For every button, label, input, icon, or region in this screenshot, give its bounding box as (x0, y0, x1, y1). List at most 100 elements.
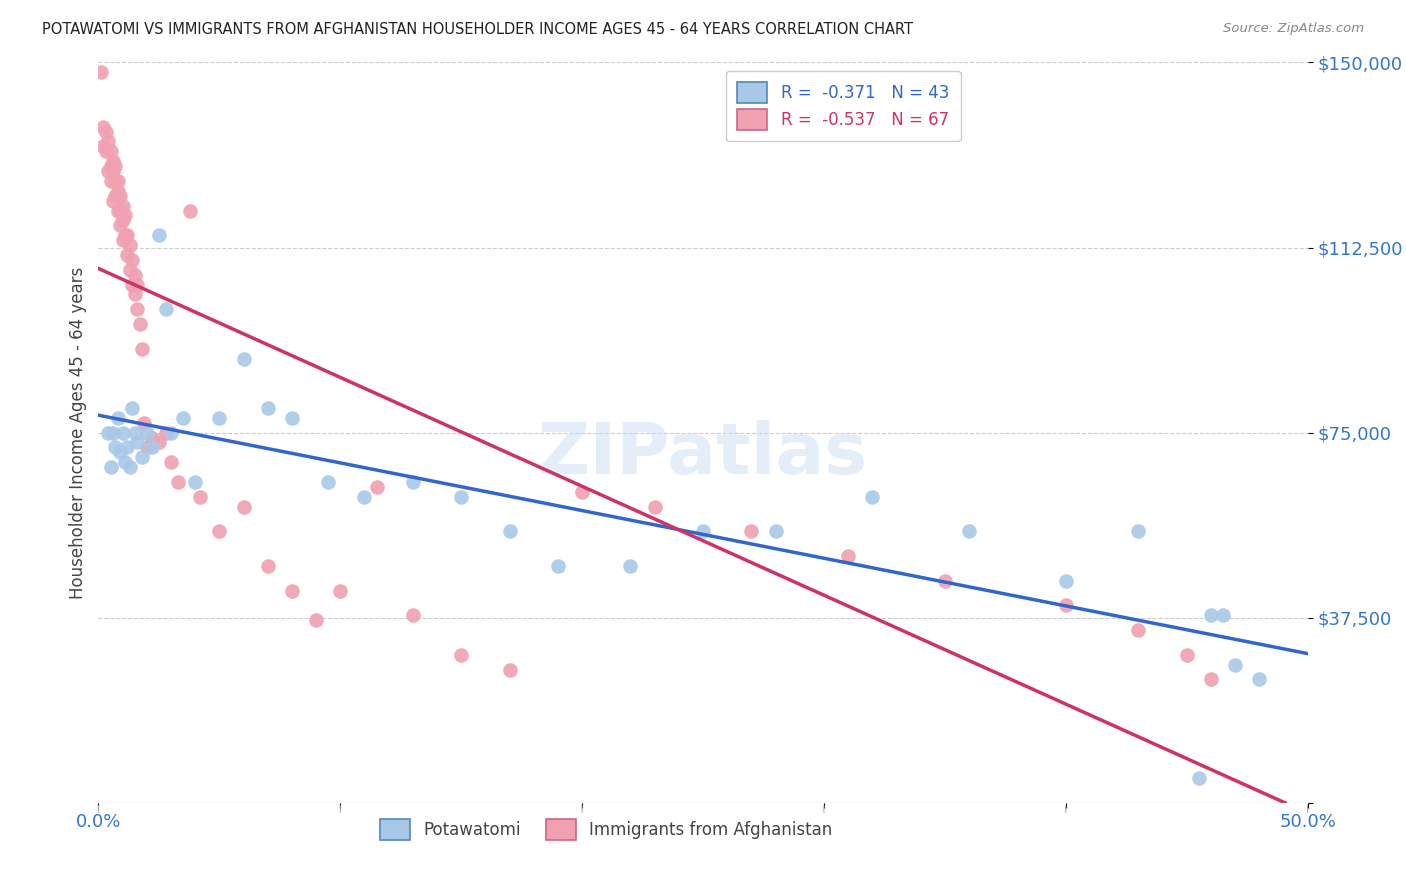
Point (124, 425, 146, 440)
Point (107, 410, 129, 425)
Point (118, 460, 141, 475)
Text: ZIPatlas: ZIPatlas (538, 420, 868, 490)
Point (127, 277, 149, 292)
Point (155, 425, 177, 440)
Point (111, 425, 134, 440)
Point (111, 198, 134, 212)
Point (124, 268, 146, 282)
Point (1212, 608, 1234, 623)
Point (135, 425, 157, 440)
Point (860, 490, 883, 504)
Point (188, 490, 211, 504)
Point (208, 410, 231, 425)
Point (1249, 673, 1271, 687)
Point (114, 455, 136, 469)
Point (104, 174, 127, 188)
Point (740, 524, 762, 539)
Point (281, 410, 304, 425)
Point (107, 203, 129, 218)
Point (128, 317, 150, 331)
Point (108, 188, 131, 202)
Point (644, 500, 666, 514)
Point (148, 435, 170, 450)
Point (305, 613, 328, 627)
Point (1054, 599, 1077, 613)
Point (131, 342, 153, 356)
Point (107, 184, 129, 198)
Point (101, 425, 124, 440)
Point (127, 435, 149, 450)
Point (91, 139, 114, 153)
Point (94, 145, 117, 159)
Point (498, 524, 520, 539)
Point (114, 228, 136, 243)
Point (619, 558, 641, 573)
Y-axis label: Householder Income Ages 45 - 64 years: Householder Income Ages 45 - 64 years (69, 267, 87, 599)
Point (97, 425, 120, 440)
Point (104, 441, 127, 455)
Point (692, 524, 714, 539)
Point (101, 164, 124, 178)
Point (100, 460, 122, 475)
Point (402, 475, 425, 489)
Point (121, 252, 143, 267)
Point (498, 663, 520, 677)
Point (121, 277, 143, 292)
Point (97, 164, 120, 178)
Point (167, 475, 190, 489)
Point (108, 445, 131, 459)
Point (111, 233, 134, 247)
Point (97, 135, 120, 149)
Point (118, 238, 141, 252)
Point (111, 213, 134, 227)
Point (100, 174, 122, 188)
Point (94, 124, 117, 138)
Point (172, 410, 194, 425)
Point (108, 219, 131, 233)
Point (160, 455, 183, 469)
Point (232, 500, 254, 514)
Point (117, 228, 139, 243)
Point (121, 401, 143, 415)
Point (117, 248, 139, 262)
Point (450, 648, 472, 662)
Point (1199, 673, 1222, 687)
Point (100, 159, 122, 173)
Point (1128, 623, 1150, 637)
Point (155, 302, 177, 317)
Text: POTAWATOMI VS IMMIGRANTS FROM AFGHANISTAN HOUSEHOLDER INCOME AGES 45 - 64 YEARS : POTAWATOMI VS IMMIGRANTS FROM AFGHANISTA… (42, 22, 912, 37)
Point (353, 490, 375, 504)
Point (104, 188, 127, 202)
Point (232, 351, 254, 366)
Point (450, 490, 472, 504)
Point (1128, 524, 1150, 539)
Point (117, 441, 139, 455)
Point (316, 475, 339, 489)
Point (141, 441, 163, 455)
Point (1199, 608, 1222, 623)
Point (135, 441, 157, 455)
Point (402, 608, 425, 623)
Point (131, 450, 153, 465)
Point (765, 524, 787, 539)
Point (107, 174, 129, 188)
Point (184, 475, 207, 489)
Point (118, 262, 141, 277)
Point (1175, 648, 1198, 662)
Point (124, 287, 146, 301)
Point (127, 302, 149, 317)
Point (141, 431, 163, 445)
Point (101, 154, 124, 169)
Point (837, 549, 859, 563)
Point (100, 145, 122, 159)
Point (108, 203, 131, 218)
Point (256, 401, 278, 415)
Point (366, 480, 388, 494)
Point (1054, 574, 1077, 588)
Point (90, 65, 112, 79)
Point (1223, 657, 1246, 672)
Point (160, 425, 183, 440)
Point (114, 209, 136, 223)
Point (148, 228, 170, 243)
Legend: Potawatomi, Immigrants from Afghanistan: Potawatomi, Immigrants from Afghanistan (374, 813, 839, 847)
